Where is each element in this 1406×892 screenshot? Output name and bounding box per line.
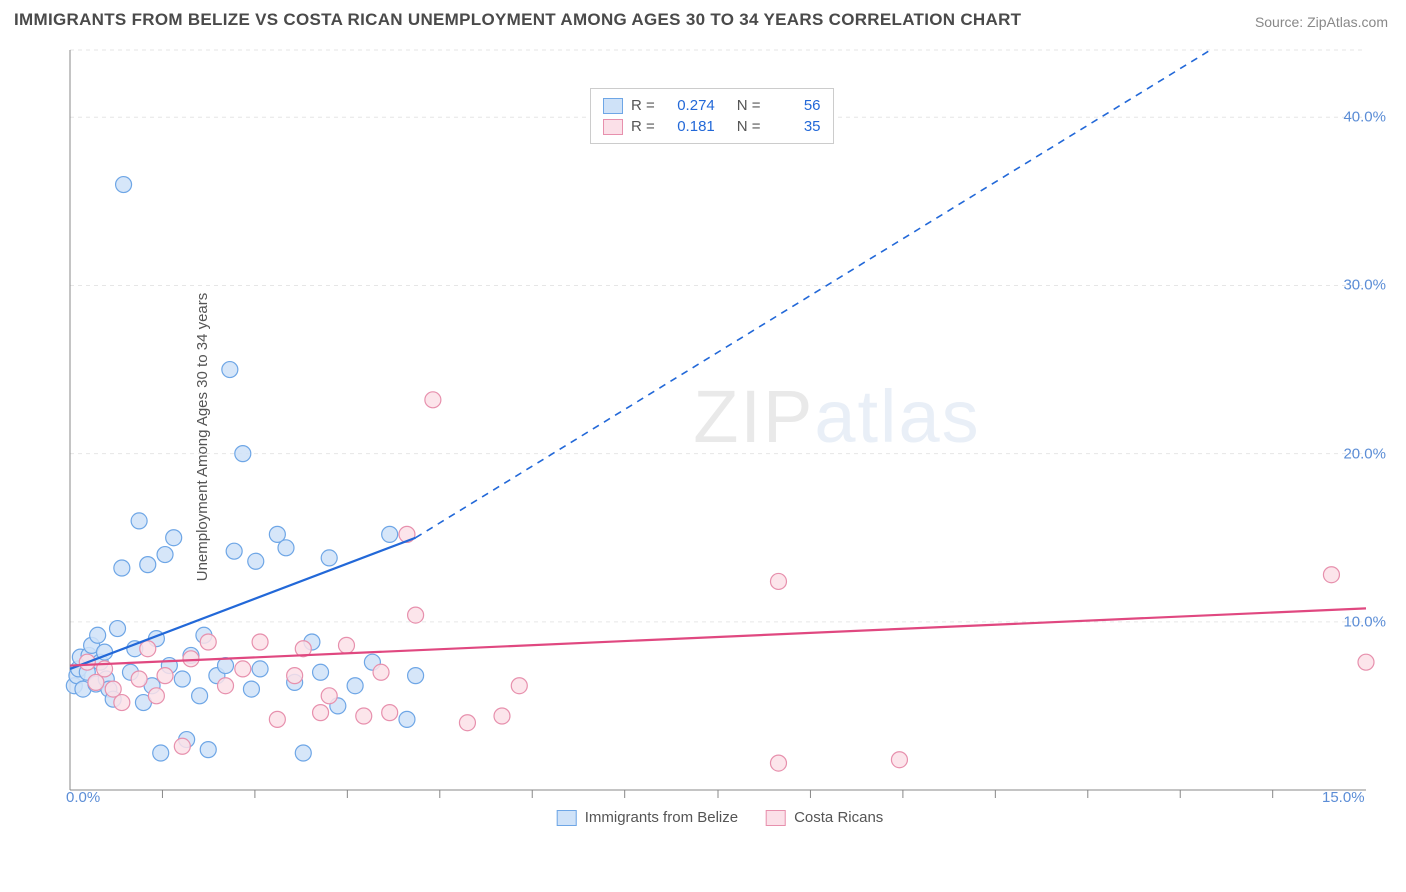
n-value-costa-rican: 35 bbox=[769, 118, 821, 135]
y-tick-label: 20.0% bbox=[1343, 445, 1386, 462]
n-value-belize: 56 bbox=[769, 97, 821, 114]
x-tick-label: 0.0% bbox=[66, 789, 100, 806]
r-value-costa-rican: 0.181 bbox=[663, 118, 715, 135]
swatch-belize bbox=[603, 98, 623, 114]
r-label: R = bbox=[631, 97, 655, 114]
correlation-legend: R = 0.274 N = 56 R = 0.181 N = 35 bbox=[590, 88, 834, 144]
legend-label-belize: Immigrants from Belize bbox=[585, 809, 738, 826]
swatch-costa-rican bbox=[603, 119, 623, 135]
swatch-belize bbox=[557, 810, 577, 826]
chart-title: IMMIGRANTS FROM BELIZE VS COSTA RICAN UN… bbox=[14, 10, 1021, 30]
legend-row-costa-rican: R = 0.181 N = 35 bbox=[603, 116, 821, 137]
chart-area: Unemployment Among Ages 30 to 34 years Z… bbox=[50, 42, 1390, 832]
y-tick-label: 40.0% bbox=[1343, 109, 1386, 126]
legend-row-belize: R = 0.274 N = 56 bbox=[603, 95, 821, 116]
n-label: N = bbox=[737, 97, 761, 114]
n-label: N = bbox=[737, 118, 761, 135]
r-label: R = bbox=[631, 118, 655, 135]
source-attribution: Source: ZipAtlas.com bbox=[1255, 14, 1388, 30]
y-tick-label: 30.0% bbox=[1343, 277, 1386, 294]
scatter-plot bbox=[50, 42, 1390, 832]
swatch-costa-rican bbox=[766, 810, 786, 826]
series-legend: Immigrants from Belize Costa Ricans bbox=[557, 809, 884, 826]
y-tick-label: 10.0% bbox=[1343, 613, 1386, 630]
r-value-belize: 0.274 bbox=[663, 97, 715, 114]
legend-label-costa-rican: Costa Ricans bbox=[794, 809, 883, 826]
legend-item-costa-rican: Costa Ricans bbox=[766, 809, 883, 826]
x-tick-label: 15.0% bbox=[1322, 789, 1365, 806]
legend-item-belize: Immigrants from Belize bbox=[557, 809, 738, 826]
